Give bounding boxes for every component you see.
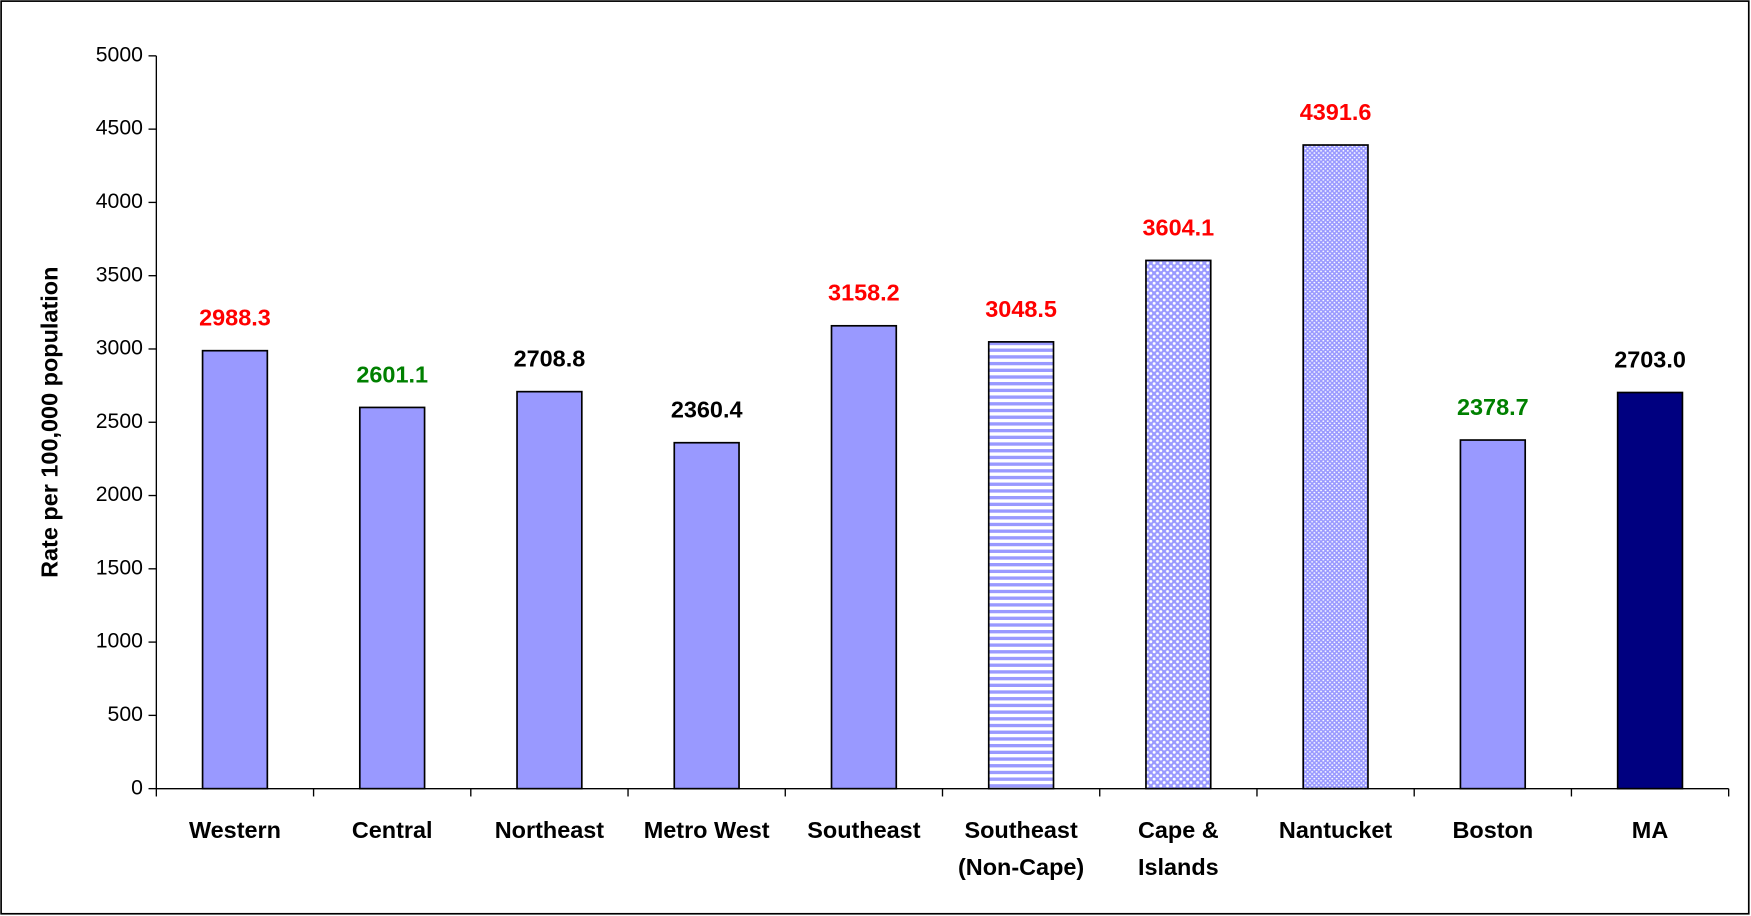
x-tick-label: Cape & Islands <box>1138 817 1219 880</box>
y-tick-label: 3500 <box>96 263 143 286</box>
bar <box>1302 144 1369 790</box>
x-tick-label: Southeast <box>807 817 920 843</box>
value-label: 2708.8 <box>514 346 586 372</box>
x-tick-label: Western <box>189 817 281 843</box>
x-tick-label: Boston <box>1452 817 1533 843</box>
y-tick-label: 3000 <box>96 337 143 360</box>
x-tick-label: Northeast <box>495 817 605 843</box>
bar <box>987 341 1055 790</box>
value-label: 3604.1 <box>1143 214 1215 240</box>
value-label: 2378.7 <box>1457 394 1529 420</box>
x-tick-label: Southeast (Non-Cape) <box>958 817 1084 880</box>
value-label: 2703.0 <box>1614 346 1686 372</box>
value-label: 4391.6 <box>1300 99 1372 125</box>
y-tick-label: 0 <box>131 776 143 799</box>
x-tick-label: Nantucket <box>1279 817 1392 843</box>
bar <box>1459 439 1527 790</box>
y-axis-title: Rate per 100,000 population <box>37 267 63 578</box>
bar <box>358 406 426 790</box>
x-tick-label: Central <box>352 817 433 843</box>
y-tick-label: 5000 <box>96 43 143 66</box>
bar <box>830 324 898 790</box>
value-label: 3158.2 <box>828 280 900 306</box>
value-label: 2988.3 <box>199 305 271 331</box>
y-tick-label: 4000 <box>96 190 143 213</box>
x-tick-label: MA <box>1632 817 1669 843</box>
y-tick-label: 4500 <box>96 117 143 140</box>
y-tick-label: 500 <box>108 703 143 726</box>
bar <box>1145 259 1212 790</box>
value-label: 2601.1 <box>356 361 428 387</box>
bar <box>516 390 583 790</box>
bar <box>673 441 740 790</box>
value-label: 3048.5 <box>985 296 1057 322</box>
y-tick-label: 1000 <box>96 630 143 653</box>
y-tick-label: 2500 <box>96 410 143 433</box>
y-tick-label: 1500 <box>96 556 143 579</box>
bar <box>1616 391 1684 790</box>
bar <box>201 349 269 790</box>
x-tick-label: Metro West <box>644 817 770 843</box>
value-label: 2360.4 <box>671 397 743 423</box>
y-tick-label: 2000 <box>96 483 143 506</box>
